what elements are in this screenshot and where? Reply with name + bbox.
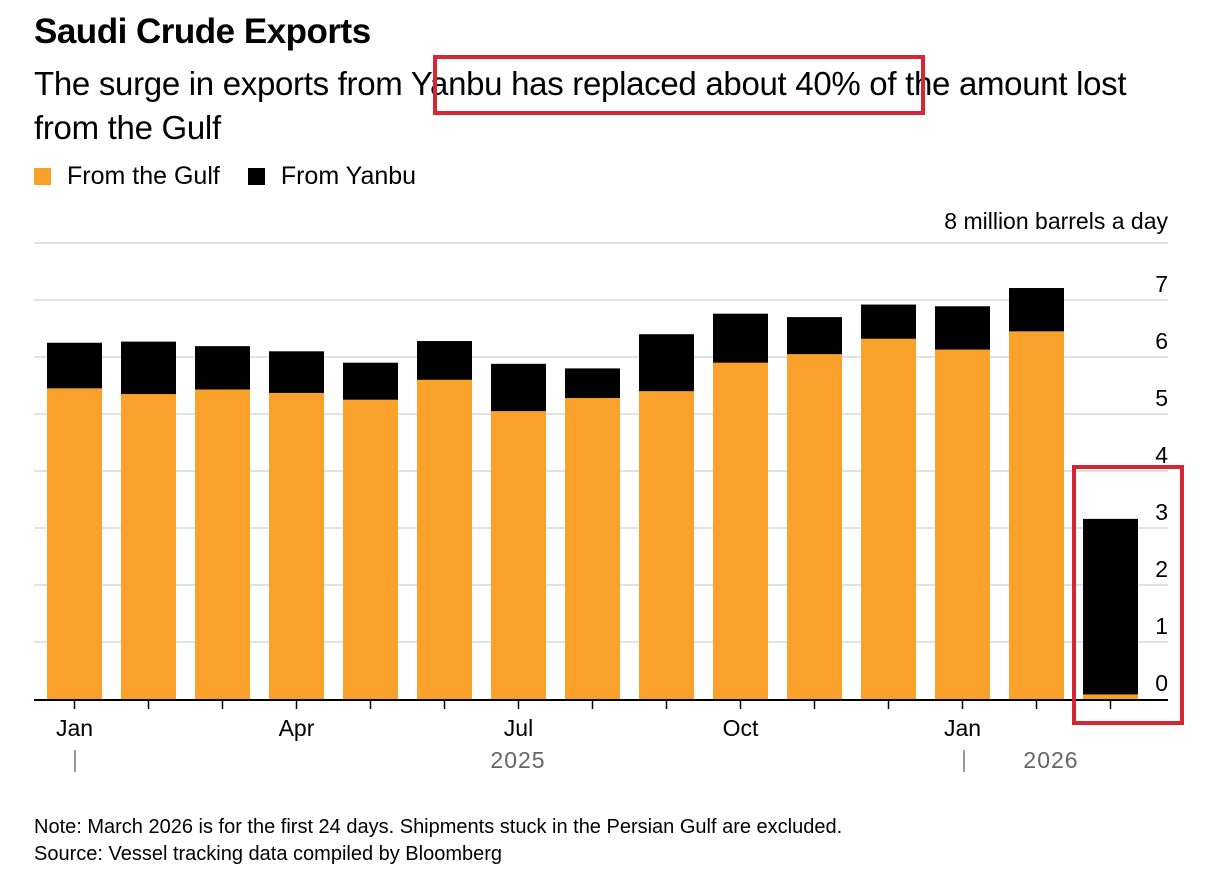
chart-subtitle: The surge in exports from Yanbu has repl… [34, 62, 1184, 150]
legend-label-yanbu: From Yanbu [280, 161, 417, 190]
year-label: 2025 [490, 747, 545, 773]
bar-yanbu [565, 368, 620, 399]
chart-footnote: Note: March 2026 is for the first 24 day… [34, 814, 842, 868]
bar-yanbu [1083, 518, 1138, 695]
bar-gulf [713, 362, 768, 699]
bar-yanbu [713, 313, 768, 363]
subtitle-highlight-text: Yanbu has replaced about 40% [410, 65, 861, 102]
x-tick-label: Apr [279, 715, 315, 741]
subtitle-text-after: of the amount lost from the Gulf [34, 65, 1127, 146]
bar-gulf [121, 394, 176, 699]
x-tick-label: Oct [723, 715, 759, 741]
bar-gulf [565, 398, 620, 699]
bar-yanbu [269, 351, 324, 393]
bar-gulf [417, 379, 472, 699]
x-tick-label: Jan [56, 715, 93, 741]
bar-yanbu [1009, 288, 1064, 332]
bar-yanbu [195, 346, 250, 390]
subtitle-highlight-box [433, 55, 925, 115]
bar-yanbu [639, 334, 694, 392]
y-tick-label: 1 [1155, 613, 1168, 639]
y-axis-unit-label: 8 million barrels a day [944, 208, 1168, 234]
bar-gulf [195, 389, 250, 699]
x-tick-label: Jan [944, 715, 981, 741]
bar-yanbu [343, 362, 398, 400]
bar-chart: 0 1 2 3 4 5 6 7 Jan Apr Jul Oct Jan 2025 2026 [34, 242, 1184, 773]
bar-yanbu [47, 342, 102, 389]
subtitle-text-before: The surge in exports from [34, 65, 411, 102]
bar-gulf [1083, 694, 1138, 699]
bar-gulf [787, 354, 842, 699]
bar-yanbu [491, 363, 546, 412]
bar-yanbu [121, 341, 176, 395]
chart-legend: From the Gulf From Yanbu [34, 160, 444, 192]
y-tick-label: 3 [1155, 499, 1168, 525]
bar-gulf [861, 338, 916, 699]
source-text: Source: Vessel tracking data compiled by… [34, 843, 503, 865]
y-tick-label: 2 [1155, 556, 1168, 582]
legend-swatch-gulf [34, 167, 51, 185]
legend-item-gulf: From the Gulf [34, 162, 220, 191]
x-tick-label: Jul [504, 715, 533, 741]
legend-label-gulf: From the Gulf [67, 161, 220, 190]
y-tick-label: 0 [1155, 670, 1168, 696]
y-tick-label: 7 [1155, 271, 1168, 297]
bar-gulf [491, 411, 546, 699]
bar-gulf [639, 391, 694, 699]
bar-yanbu [861, 304, 916, 339]
year-label: 2026 [1023, 747, 1078, 773]
y-tick-label: 4 [1155, 442, 1168, 468]
bar-gulf [47, 388, 102, 699]
bar-yanbu [935, 306, 990, 350]
bar-gulf [269, 392, 324, 699]
y-tick-label: 5 [1155, 385, 1168, 411]
note-text: Note: March 2026 is for the first 24 day… [34, 816, 843, 838]
bar-yanbu [787, 317, 842, 355]
bar-gulf [1009, 331, 1064, 699]
y-tick-label: 6 [1155, 328, 1168, 354]
legend-item-yanbu: From Yanbu [247, 161, 417, 191]
highlight-box-march-2026 [1072, 465, 1184, 725]
legend-swatch-yanbu [247, 167, 265, 185]
chart-title: Saudi Crude Exports [34, 12, 371, 51]
bar-gulf [343, 399, 398, 699]
bar-gulf [935, 349, 990, 699]
bar-yanbu [417, 341, 472, 380]
